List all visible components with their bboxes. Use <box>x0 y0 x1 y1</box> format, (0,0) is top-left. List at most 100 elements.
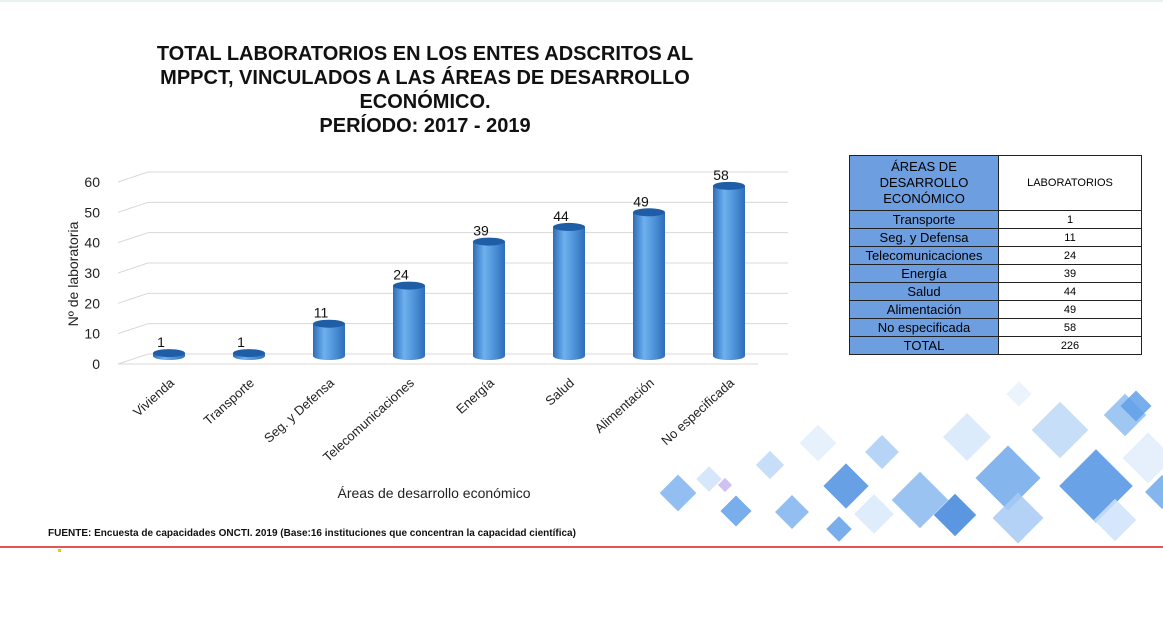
decorative-square <box>717 477 733 493</box>
decorative-square <box>854 494 894 534</box>
bar <box>713 185 745 360</box>
bar-top <box>153 349 185 358</box>
gridline-side <box>117 292 149 304</box>
data-label: 44 <box>553 208 569 224</box>
gridline-side <box>117 171 149 183</box>
x-tick-label: No especificada <box>658 375 737 449</box>
bar <box>313 323 345 360</box>
data-label: 1 <box>157 334 165 350</box>
table-cell-area: Energía <box>849 264 999 283</box>
table-row: TOTAL 226 <box>849 336 1142 355</box>
table-cell-area: Salud <box>849 282 999 301</box>
bar-top <box>553 222 585 231</box>
summary-table: ÁREAS DE DESARROLLO ECONÓMICO LABORATORI… <box>849 155 1142 355</box>
decorative-square <box>942 412 992 462</box>
table-cell-value: 1 <box>998 210 1142 229</box>
decorative-square <box>1031 401 1089 459</box>
decorative-square <box>1006 381 1032 407</box>
y-tick-label: 40 <box>84 235 100 251</box>
decorative-square <box>865 435 899 469</box>
decorative-square <box>1120 390 1152 422</box>
bar-chart: 0 10 20 30 40 50 60 Nº de laboratoria Áreas de d… <box>65 167 788 501</box>
table-row: Seg. y Defensa 11 <box>849 228 1142 247</box>
bar-top <box>233 349 265 358</box>
x-tick-label: Alimentación <box>592 375 657 436</box>
y-tick-label: 30 <box>84 265 100 281</box>
table-cell-value: 226 <box>998 336 1142 355</box>
table-cell-value: 39 <box>998 264 1142 283</box>
source-note: FUENTE: Encuesta de capacidades ONCTI. 2… <box>48 528 576 539</box>
table-cell-area: TOTAL <box>849 336 999 355</box>
gridline-side <box>117 323 149 335</box>
gridline-side <box>117 353 149 365</box>
x-tick-label: Salud <box>542 375 577 408</box>
x-axis-label: Áreas de desarrollo económico <box>338 485 531 501</box>
decorative-square <box>1145 475 1163 509</box>
table-row: Salud 44 <box>849 282 1142 301</box>
y-tick-label: 50 <box>84 204 100 220</box>
table-cell-value: 58 <box>998 318 1142 337</box>
gridline-side <box>117 262 149 274</box>
bar <box>473 241 505 360</box>
gridline-side <box>117 201 149 213</box>
table-cell-area: No especificada <box>849 318 999 337</box>
table-cell-value: 44 <box>998 282 1142 301</box>
bar <box>393 285 425 360</box>
bar <box>553 226 585 360</box>
table-cell-area: Transporte <box>849 210 999 229</box>
y-axis-label: Nº de laboratoria <box>65 221 81 326</box>
x-tick-label: Energía <box>453 375 497 417</box>
table-row: Alimentación 49 <box>849 300 1142 319</box>
bar <box>633 212 665 360</box>
title-line-3: ECONÓMICO. <box>359 91 491 113</box>
top-rule <box>0 0 1163 2</box>
x-tick-label: Vivienda <box>130 375 177 420</box>
decorative-square <box>799 424 837 462</box>
decorative-square <box>755 450 785 480</box>
bar-top <box>633 208 665 217</box>
bottom-rule <box>0 546 1163 548</box>
decorative-square <box>1122 432 1163 484</box>
decorative-square <box>823 463 869 509</box>
table-cell-value: 24 <box>998 246 1142 265</box>
bar-top <box>393 281 425 290</box>
table-cell-area: Telecomunicaciones <box>849 246 999 265</box>
decorative-square <box>975 445 1041 511</box>
table-cell-value: 11 <box>998 228 1142 247</box>
table-header-area: ÁREAS DE DESARROLLO ECONÓMICO <box>849 155 999 211</box>
accent-dot <box>58 549 61 552</box>
x-tick-label: Seg. y Defensa <box>261 375 338 446</box>
table-row: Telecomunicaciones 24 <box>849 246 1142 265</box>
data-label: 58 <box>713 167 729 183</box>
table-cell-area: Alimentación <box>849 300 999 319</box>
bar-top <box>473 237 505 246</box>
decorative-square <box>659 474 697 512</box>
bar-top <box>313 319 345 328</box>
data-label: 1 <box>237 334 245 350</box>
decorative-square <box>696 466 722 492</box>
y-tick-label: 20 <box>84 295 100 311</box>
bar-top <box>713 181 745 190</box>
title-line-4: PERÍODO: 2017 - 2019 <box>319 115 531 137</box>
y-tick-label: 60 <box>84 174 100 190</box>
gridline-side <box>117 232 149 244</box>
x-tick-label: Transporte <box>201 375 257 428</box>
decorative-square <box>1093 498 1137 542</box>
chart-title: TOTAL LABORATORIOS EN LOS ENTES ADSCRITO… <box>100 42 750 138</box>
decorative-square <box>775 495 809 529</box>
table-row: Energía 39 <box>849 264 1142 283</box>
table-row: Transporte 1 <box>849 210 1142 229</box>
decorative-square <box>992 492 1044 544</box>
data-label: 39 <box>473 223 489 239</box>
data-label: 24 <box>393 267 409 283</box>
decorative-square <box>826 516 852 542</box>
y-tick-label: 0 <box>92 356 100 372</box>
title-line-2: MPPCT, VINCULADOS A LAS ÁREAS DE DESARRO… <box>160 67 690 89</box>
title-line-1: TOTAL LABORATORIOS EN LOS ENTES ADSCRITO… <box>156 43 694 65</box>
table-cell-value: 49 <box>998 300 1142 319</box>
data-label: 49 <box>633 193 649 209</box>
data-label: 11 <box>314 305 329 321</box>
y-tick-label: 10 <box>84 326 100 342</box>
